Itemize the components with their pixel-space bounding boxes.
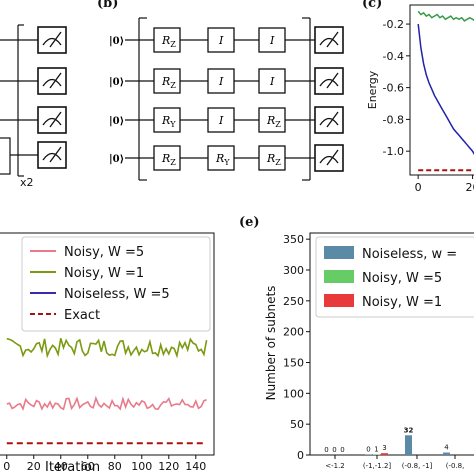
x-tick-label: 140 <box>185 460 206 473</box>
bar-value-label: 32 <box>404 426 414 434</box>
bar-value-label: 3 <box>382 444 386 452</box>
series-line <box>6 395 207 412</box>
x-tick-label: (-0.8, -1] <box>402 462 433 470</box>
y-tick-label: -0.8 <box>383 113 404 126</box>
x-tick-label: 0 <box>3 460 10 473</box>
panel-label-c: (c) <box>362 0 383 11</box>
x-tick-label: <-1.2 <box>325 462 345 470</box>
legend-label: Noisy, W =5 <box>64 245 144 260</box>
measure-icon <box>37 26 67 54</box>
y-tick-label: 250 <box>283 295 304 308</box>
bar-value-label: 0 <box>324 446 328 454</box>
y-tick-label: 50 <box>290 418 304 431</box>
legend-label: Noisy, W =1 <box>362 295 442 310</box>
x-tick-label: 80 <box>108 460 122 473</box>
legend-swatch <box>324 246 354 259</box>
gate-label: I <box>269 34 275 47</box>
gate-box <box>207 27 235 53</box>
legend-label: Noiseless, w = <box>362 247 457 262</box>
gate-label: I <box>218 114 224 127</box>
panel-label-b: (b) <box>97 0 119 11</box>
series-line <box>417 24 474 156</box>
chart-d: 0 20 40 60 80 100 120 140 Iteration Noisy, W =5… <box>0 232 215 474</box>
y-tick-label: -0.2 <box>383 18 404 31</box>
chart-e-ylabel: Number of subnets <box>264 286 278 401</box>
legend-label: Noisy, W =5 <box>362 271 442 286</box>
ket-label: |0⟩ <box>109 36 124 47</box>
x-tick-label: (-0.8, <box>446 462 465 470</box>
legend-label: Noisy, W =1 <box>64 266 144 281</box>
gate-box <box>153 27 181 53</box>
bar <box>381 453 388 455</box>
x-tick-label: 60 <box>81 460 95 473</box>
x-tick-label: 20 <box>27 460 41 473</box>
y-tick-label: 200 <box>283 326 304 339</box>
series-line <box>6 337 208 359</box>
gate-box <box>258 68 286 94</box>
bar-value-label: 1 <box>374 445 378 453</box>
measure-icon <box>37 67 67 95</box>
x-tick-label: (-1,-1.2] <box>363 462 392 470</box>
repeat-label: x2 <box>20 176 34 189</box>
y-tick-label: 300 <box>283 264 304 277</box>
bar <box>365 454 372 455</box>
gate-box <box>153 68 181 94</box>
gate-label: I <box>218 34 224 47</box>
measure-icon <box>314 26 344 54</box>
bar <box>443 452 450 455</box>
gate-label: I <box>269 75 275 88</box>
legend-box <box>315 236 474 318</box>
gate-box <box>153 145 181 171</box>
series-line <box>417 10 474 22</box>
bar-value-label: 0 <box>366 445 370 453</box>
x-tick-label: 100 <box>131 460 152 473</box>
ket-label: |0⟩ <box>109 77 124 88</box>
legend-swatch <box>324 270 354 283</box>
measure-icon <box>37 141 67 169</box>
y-tick-label: 150 <box>283 357 304 370</box>
measure-icon <box>314 106 344 134</box>
legend-box <box>21 236 211 332</box>
legend-swatch <box>324 294 354 307</box>
bar-value-label: 4 <box>444 444 449 452</box>
measure-icon <box>37 106 67 134</box>
ket-label: |0⟩ <box>109 154 124 165</box>
panel-label-e: (e) <box>239 215 260 230</box>
gate-box <box>258 27 286 53</box>
gate-label: I <box>218 75 224 88</box>
y-tick-label: -1.0 <box>383 145 404 158</box>
y-tick-label: 100 <box>283 387 304 400</box>
bar-value-label: 0 <box>332 446 336 454</box>
gate-box <box>207 107 235 133</box>
y-tick-label: -0.4 <box>383 50 404 63</box>
gate-box <box>258 145 286 171</box>
x-tick-label: 0 <box>415 181 422 194</box>
y-tick-label: 350 <box>283 233 304 246</box>
x-tick-label: 40 <box>54 460 68 473</box>
legend-label: Noiseless, W =5 <box>64 287 170 302</box>
bar <box>405 435 412 455</box>
gate-box <box>258 107 286 133</box>
y-tick-label: 0 <box>297 449 304 462</box>
chart-e: Number of subnets 050100150200250300350 … <box>264 232 474 470</box>
measure-icon <box>314 144 344 172</box>
chart-d-xlabel: Iteration <box>45 460 100 474</box>
ket-label: |0⟩ <box>109 116 124 127</box>
chart-c-ylabel: Energy <box>366 70 379 109</box>
x-tick-label: 20 <box>466 181 474 194</box>
circuit-a: x2 <box>0 24 67 189</box>
gate-box <box>207 145 235 171</box>
y-tick-label: -0.6 <box>383 82 404 95</box>
chart-c: Energy -0.2 -0.4 -0.6 -0.8 -1.0 0 20 <box>366 4 474 194</box>
gate-box <box>153 107 181 133</box>
circuit-b: |0⟩ RZ I I|0⟩ RZ I I|0⟩ RY I RZ|0⟩ RZ RY RZ <box>109 17 344 181</box>
bar <box>373 454 380 455</box>
measure-icon <box>314 67 344 95</box>
legend-label: Exact <box>64 308 100 323</box>
bar-value-label: 0 <box>340 446 344 454</box>
gate-box <box>207 68 235 94</box>
x-tick-label: 120 <box>158 460 179 473</box>
